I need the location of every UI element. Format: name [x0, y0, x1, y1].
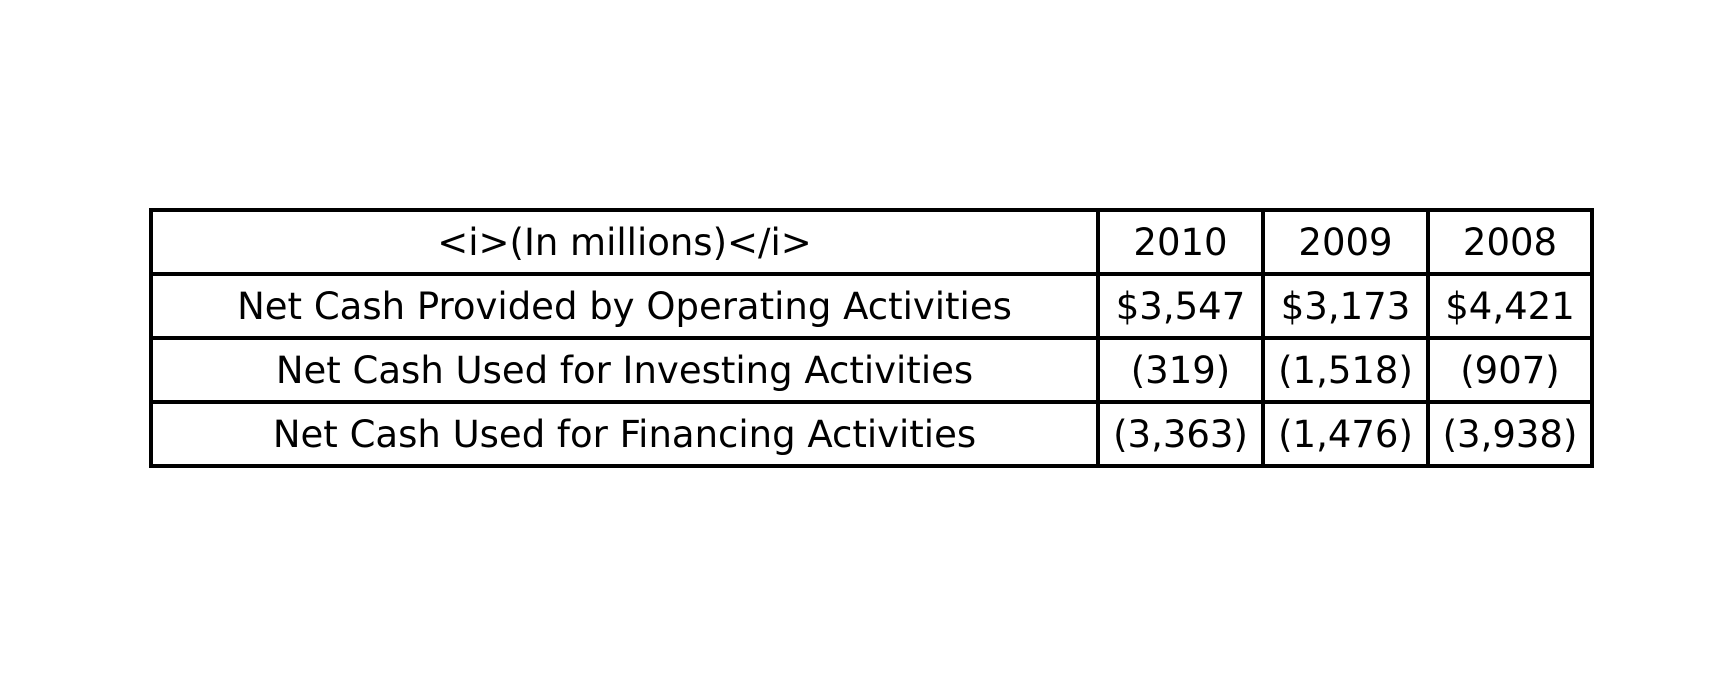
cash-flow-table-container: <i>(In millions)</i> 2010 2009 2008 Net …: [149, 208, 1594, 468]
table-cell: (1,518): [1261, 336, 1430, 404]
header-cell-2008: 2008: [1426, 208, 1594, 276]
header-cell-units: <i>(In millions)</i>: [149, 208, 1100, 276]
table-row-financing: Net Cash Used for Financing Activities (…: [149, 400, 1594, 468]
table-cell: (907): [1426, 336, 1594, 404]
table-cell: (1,476): [1261, 400, 1430, 468]
row-label: Net Cash Used for Investing Activities: [149, 336, 1100, 404]
row-label: Net Cash Provided by Operating Activitie…: [149, 272, 1100, 340]
table-cell: (319): [1096, 336, 1265, 404]
table-cell: (3,363): [1096, 400, 1265, 468]
table-cell: $3,547: [1096, 272, 1265, 340]
table-header-row: <i>(In millions)</i> 2010 2009 2008: [149, 208, 1594, 276]
header-cell-2009: 2009: [1261, 208, 1430, 276]
table-row-investing: Net Cash Used for Investing Activities (…: [149, 336, 1594, 404]
header-cell-2010: 2010: [1096, 208, 1265, 276]
table-cell: $3,173: [1261, 272, 1430, 340]
table-cell: $4,421: [1426, 272, 1594, 340]
cash-flow-table: <i>(In millions)</i> 2010 2009 2008 Net …: [149, 208, 1594, 468]
table-row-operating: Net Cash Provided by Operating Activitie…: [149, 272, 1594, 340]
table-cell: (3,938): [1426, 400, 1594, 468]
row-label: Net Cash Used for Financing Activities: [149, 400, 1100, 468]
